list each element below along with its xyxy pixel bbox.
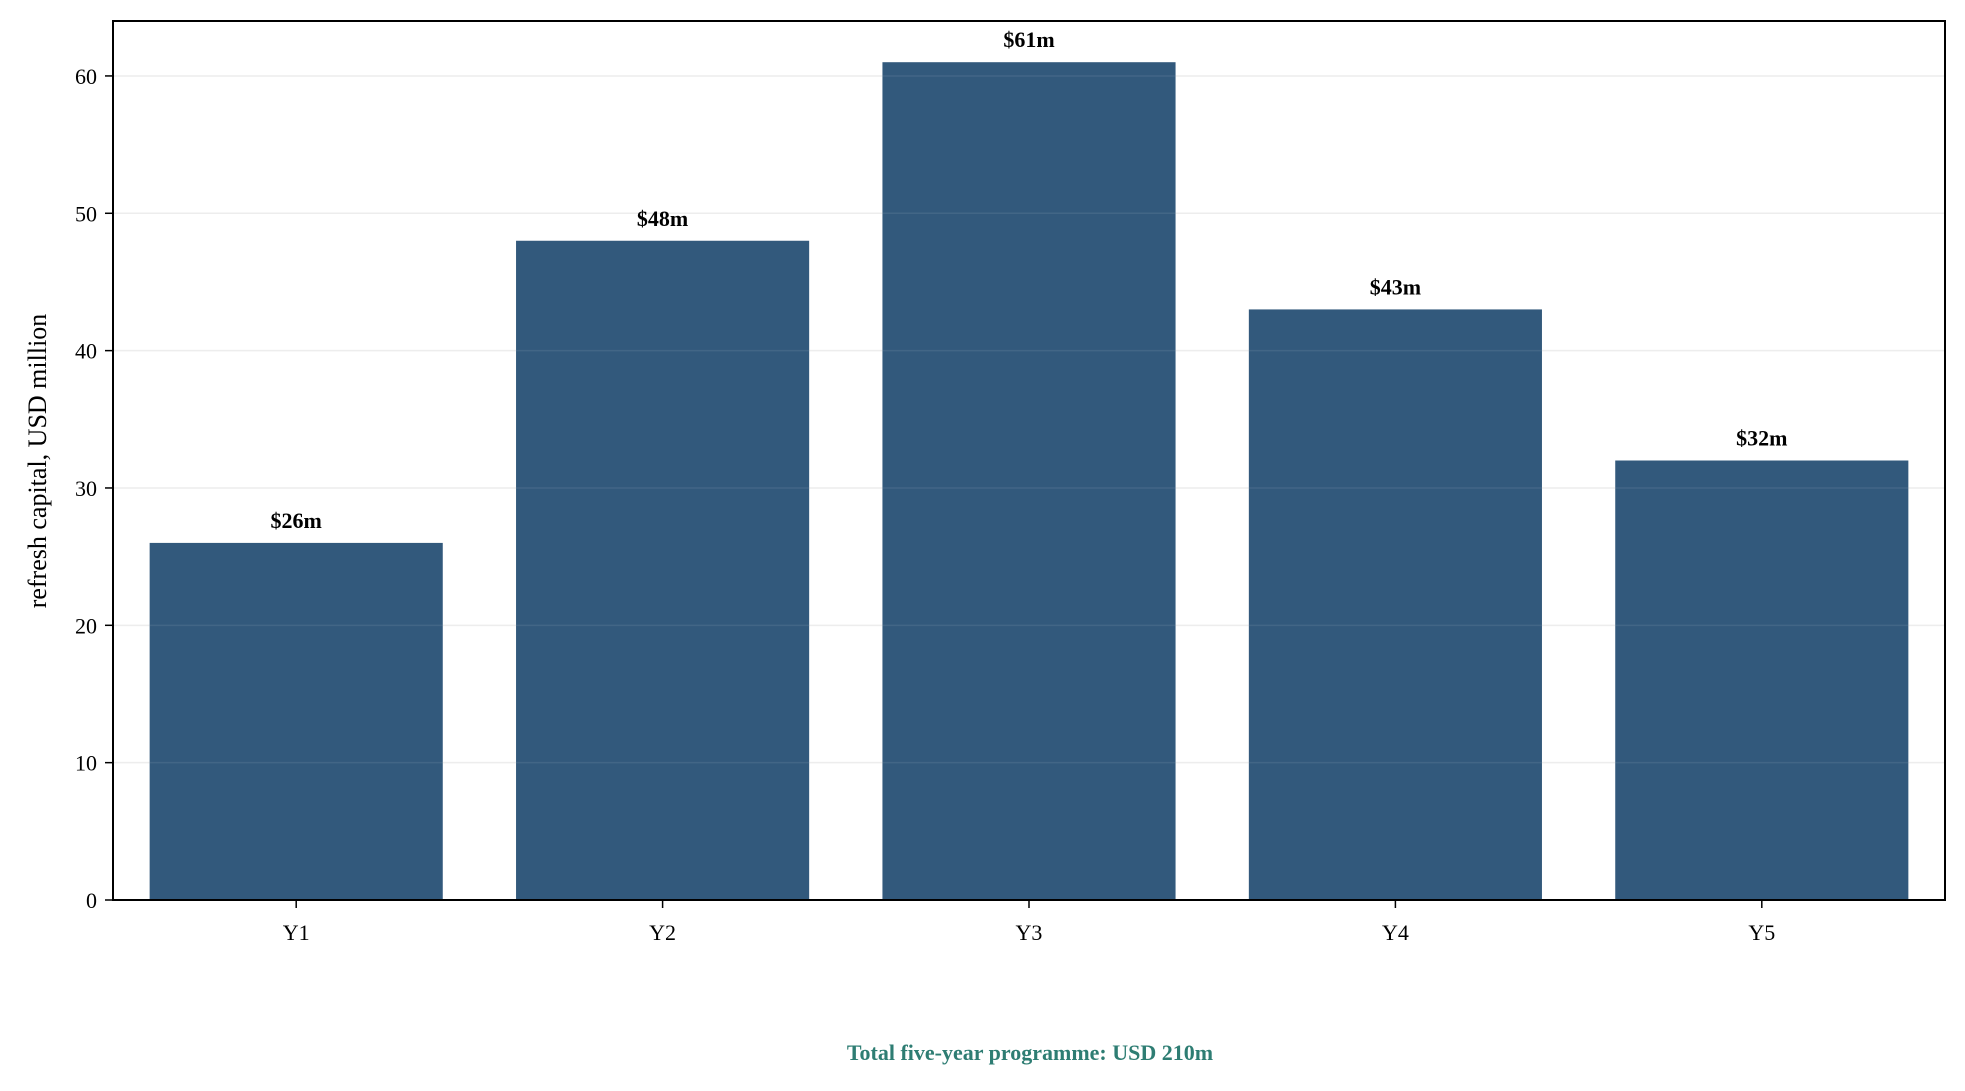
data-label-y4: $43m [1370,274,1421,299]
data-label-y2: $48m [637,206,688,231]
x-tick-label-y3: Y3 [1016,920,1043,945]
y-tick-label-50: 50 [75,201,97,226]
data-label-y5: $32m [1736,426,1787,451]
y-tick-label-40: 40 [75,339,97,364]
y-tick-label-20: 20 [75,613,97,638]
y-tick-label-30: 30 [75,476,97,501]
bar-y3 [882,62,1176,900]
y-tick-label-10: 10 [75,751,97,776]
x-tick-label-y5: Y5 [1748,920,1775,945]
bars [113,62,1945,900]
y-axis-title: refresh capital, USD million [23,314,52,609]
bar-y2 [516,240,810,900]
x-tick-label-y1: Y1 [283,920,310,945]
total-annotation: Total five-year programme: USD 210m [847,1040,1213,1065]
y-tick-label-0: 0 [86,888,97,913]
data-labels: $26m $48m $61m $43m $32m [271,27,1788,533]
axes: 0 10 20 30 40 50 60 Y1 Y2 Y3 Y4 Y5 [75,20,1946,945]
x-tick-label-y2: Y2 [649,920,676,945]
bar-y1 [149,542,443,900]
bar-y5 [1615,460,1909,900]
bar-y4 [1248,309,1542,900]
data-label-y1: $26m [271,508,322,533]
y-tick-label-60: 60 [75,64,97,89]
x-tick-label-y4: Y4 [1382,920,1409,945]
data-label-y3: $61m [1003,27,1054,52]
